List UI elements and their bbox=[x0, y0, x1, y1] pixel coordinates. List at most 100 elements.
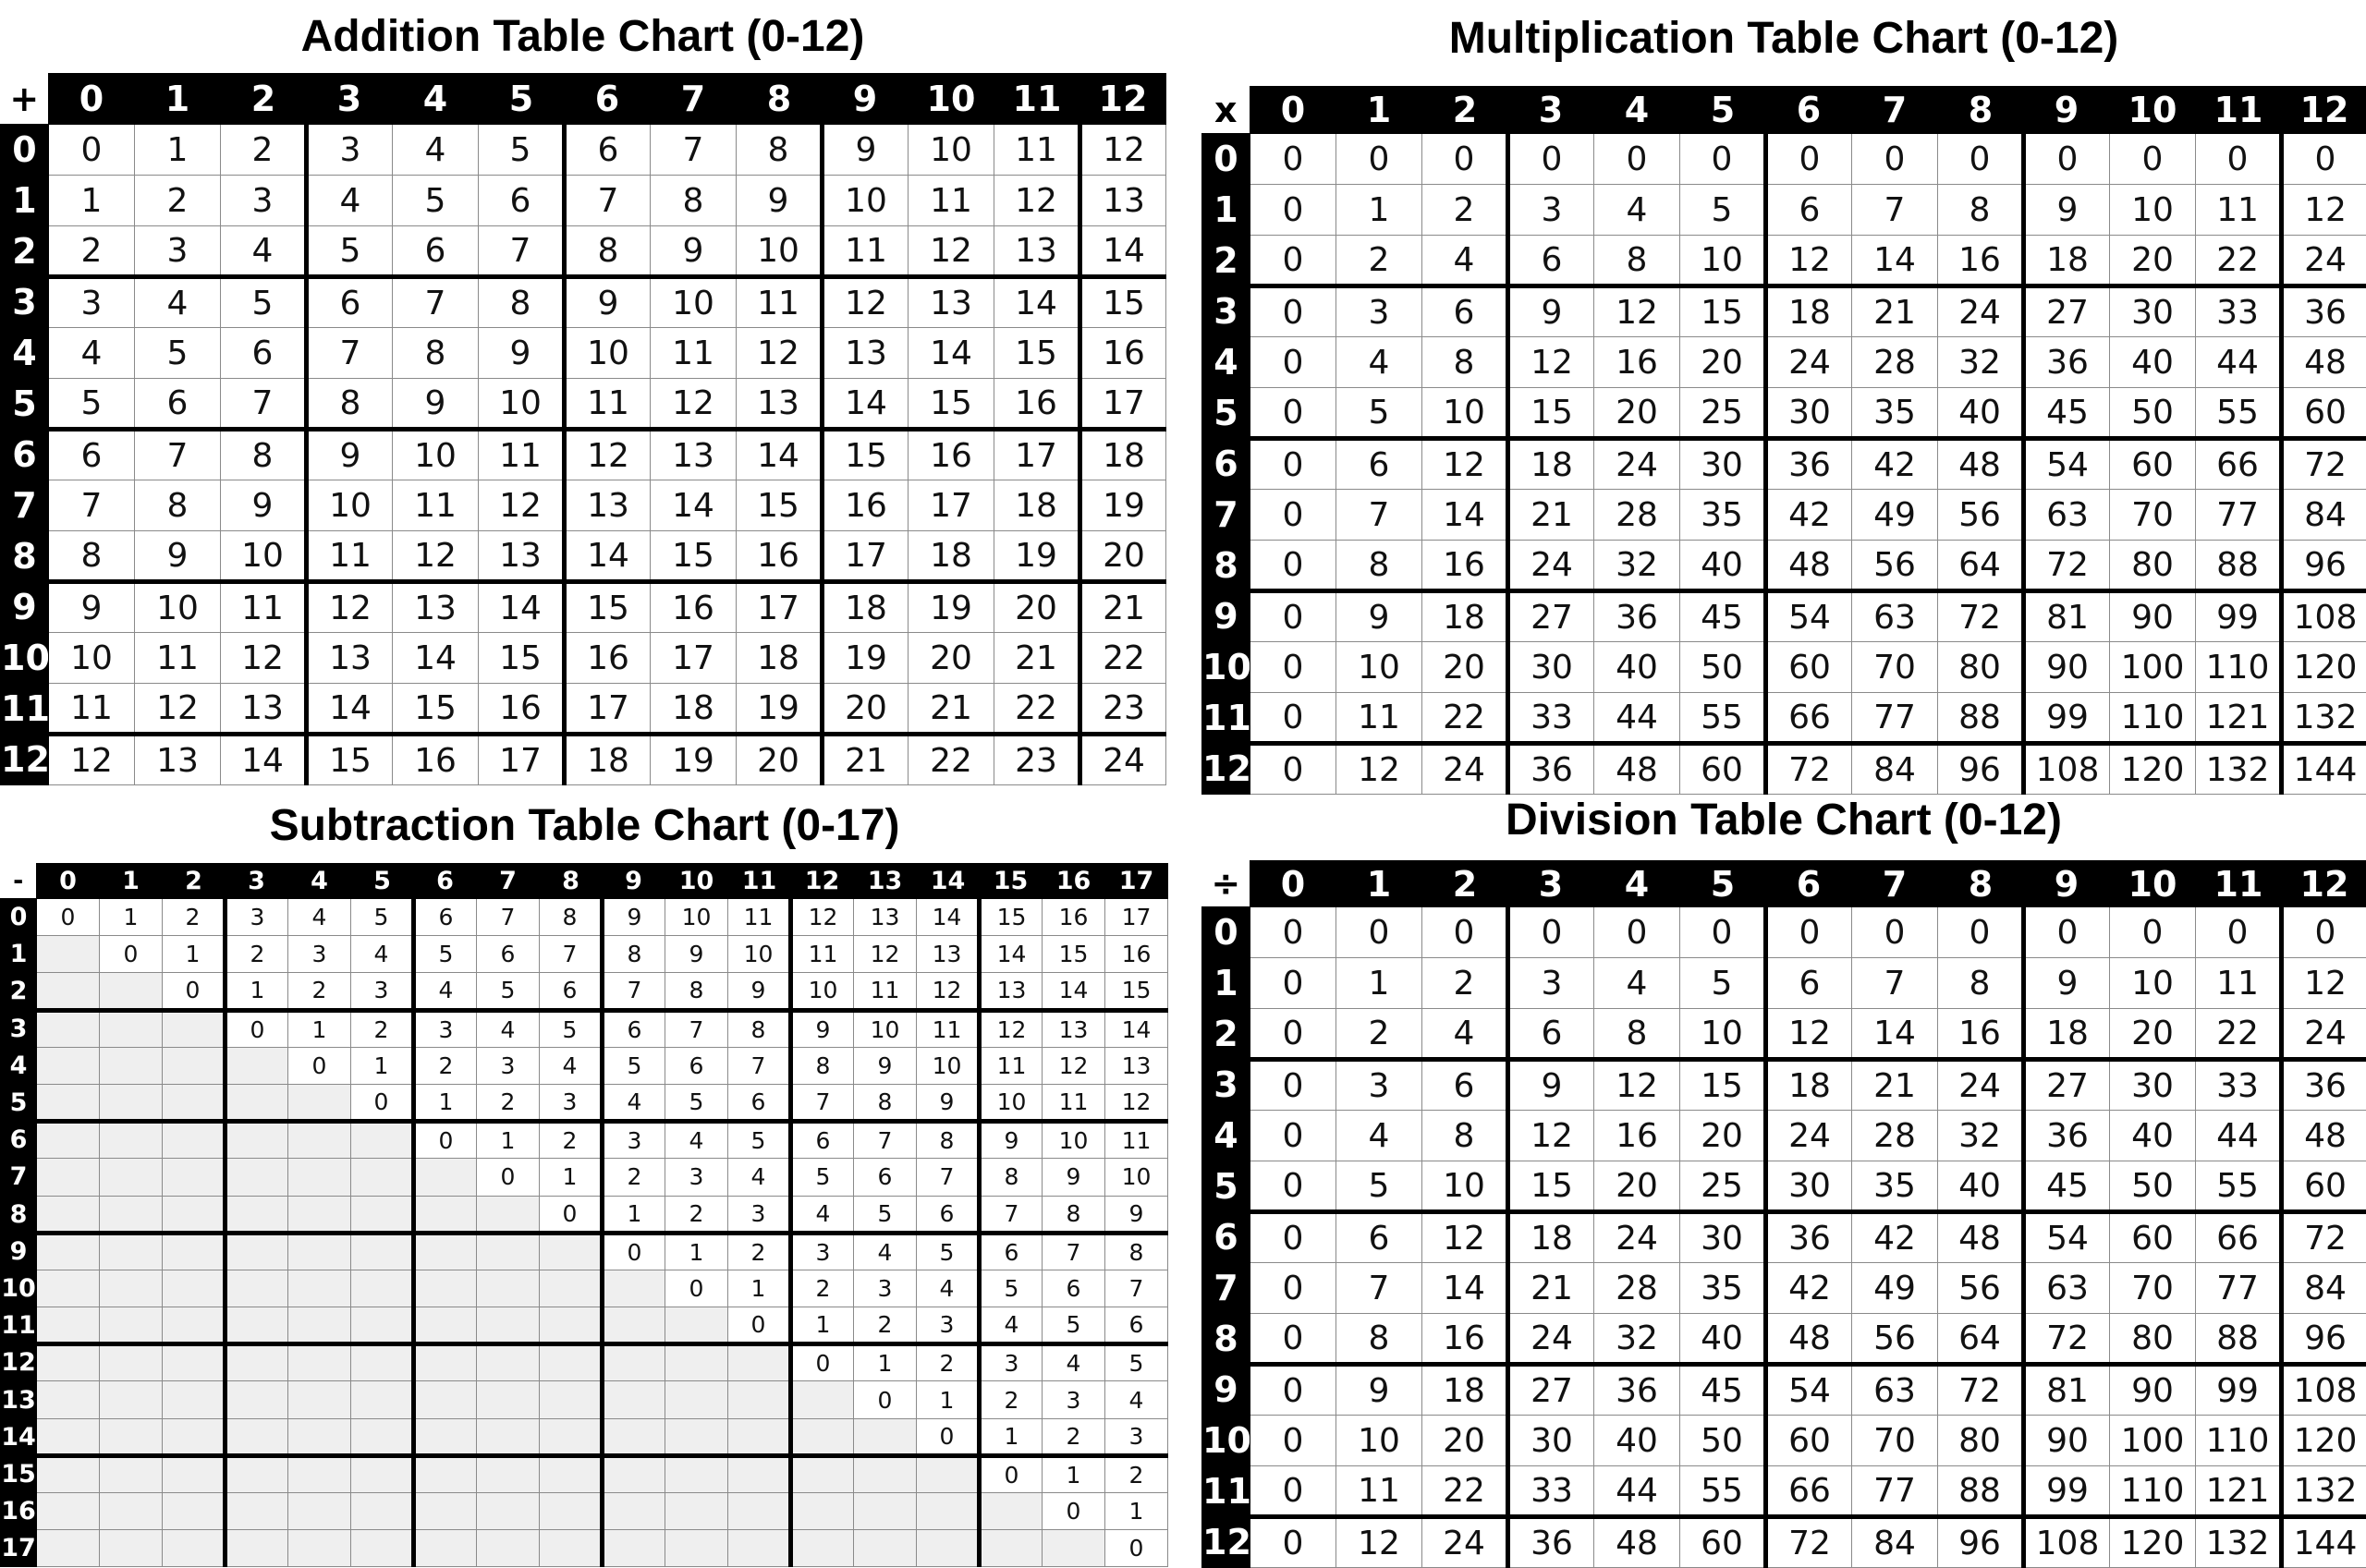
column-header: 1 bbox=[100, 864, 163, 899]
table-cell: 88 bbox=[1938, 693, 2024, 744]
empty-cell bbox=[665, 1344, 728, 1381]
table-cell: 1 bbox=[100, 899, 163, 936]
table-cell: 14 bbox=[737, 430, 823, 480]
column-header: 4 bbox=[1594, 87, 1680, 134]
table-cell: 90 bbox=[2110, 591, 2196, 642]
empty-cell bbox=[603, 1344, 665, 1381]
table-cell: 6 bbox=[980, 1233, 1043, 1270]
table-cell: 1 bbox=[49, 176, 135, 226]
table-cell: 2 bbox=[728, 1233, 791, 1270]
table-cell: 6 bbox=[565, 125, 651, 176]
table-cell: 5 bbox=[665, 1084, 728, 1121]
table-cell: 0 bbox=[1250, 490, 1336, 541]
table-cell: 33 bbox=[2196, 286, 2282, 337]
table-cell: 3 bbox=[1336, 1060, 1422, 1111]
table-cell: 42 bbox=[1852, 439, 1938, 490]
table-cell: 13 bbox=[135, 735, 221, 785]
table-cell: 22 bbox=[1422, 693, 1508, 744]
table-cell: 99 bbox=[2196, 591, 2282, 642]
table-cell: 11 bbox=[565, 379, 651, 430]
table-cell: 2 bbox=[1336, 236, 1422, 286]
table-cell: 17 bbox=[994, 430, 1080, 480]
empty-cell bbox=[414, 1344, 477, 1381]
table-cell: 14 bbox=[1852, 236, 1938, 286]
table-cell: 2 bbox=[791, 1270, 854, 1307]
table-cell: 14 bbox=[393, 633, 479, 684]
table-cell: 4 bbox=[665, 1122, 728, 1159]
table-cell: 14 bbox=[565, 531, 651, 582]
table-cell: 0 bbox=[288, 1047, 351, 1084]
table-cell: 84 bbox=[2282, 1263, 2366, 1314]
row-header: 7 bbox=[1202, 490, 1250, 541]
table-cell: 4 bbox=[1594, 185, 1680, 236]
row-header: 2 bbox=[1, 973, 37, 1010]
table-cell: 2 bbox=[980, 1381, 1043, 1418]
table-cell: 54 bbox=[1766, 591, 1852, 642]
table-cell: 2 bbox=[221, 125, 307, 176]
empty-cell bbox=[100, 1196, 163, 1233]
table-cell: 7 bbox=[221, 379, 307, 430]
empty-cell bbox=[163, 1233, 226, 1270]
table-cell: 8 bbox=[1594, 1009, 1680, 1060]
table-cell: 28 bbox=[1852, 1111, 1938, 1161]
table-cell: 64 bbox=[1938, 1314, 2024, 1365]
table-cell: 13 bbox=[565, 480, 651, 531]
empty-cell bbox=[414, 1307, 477, 1344]
table-cell: 36 bbox=[1766, 1212, 1852, 1263]
table-cell: 30 bbox=[2110, 1060, 2196, 1111]
table-cell: 5 bbox=[135, 328, 221, 379]
column-header: 4 bbox=[288, 864, 351, 899]
table-cell: 2 bbox=[477, 1084, 540, 1121]
table-cell: 13 bbox=[980, 973, 1043, 1010]
empty-cell bbox=[100, 1047, 163, 1084]
table-cell: 6 bbox=[479, 176, 565, 226]
table-cell: 2 bbox=[665, 1196, 728, 1233]
empty-cell bbox=[37, 1307, 100, 1344]
operator-symbol: x bbox=[1202, 87, 1250, 134]
table-cell: 11 bbox=[854, 973, 917, 1010]
empty-cell bbox=[603, 1493, 665, 1530]
table-cell: 2 bbox=[1422, 958, 1508, 1009]
table-cell: 0 bbox=[2196, 907, 2282, 958]
table-cell: 0 bbox=[1250, 1466, 1336, 1517]
table-cell: 0 bbox=[351, 1084, 414, 1121]
table-cell: 3 bbox=[665, 1159, 728, 1196]
table-cell: 1 bbox=[414, 1084, 477, 1121]
table-cell: 15 bbox=[737, 480, 823, 531]
table-cell: 12 bbox=[1336, 744, 1422, 795]
table-cell: 10 bbox=[1422, 388, 1508, 439]
table-cell: 14 bbox=[221, 735, 307, 785]
table-cell: 9 bbox=[2024, 958, 2110, 1009]
table-cell: 1 bbox=[540, 1159, 603, 1196]
table-cell: 63 bbox=[2024, 490, 2110, 541]
table-cell: 20 bbox=[1422, 642, 1508, 693]
table-cell: 66 bbox=[2196, 1212, 2282, 1263]
table-cell: 54 bbox=[2024, 1212, 2110, 1263]
column-header: 5 bbox=[1680, 87, 1766, 134]
table-cell: 19 bbox=[1080, 480, 1166, 531]
table-cell: 16 bbox=[1594, 1111, 1680, 1161]
empty-cell bbox=[100, 1344, 163, 1381]
table-cell: 9 bbox=[565, 277, 651, 328]
column-header: 17 bbox=[1105, 864, 1168, 899]
table-cell: 12 bbox=[651, 379, 737, 430]
row-header: 11 bbox=[1202, 1466, 1250, 1517]
column-header: 7 bbox=[1852, 87, 1938, 134]
table-cell: 11 bbox=[980, 1047, 1043, 1084]
operator-symbol: - bbox=[1, 864, 37, 899]
table-cell: 15 bbox=[1508, 388, 1594, 439]
empty-cell bbox=[163, 1122, 226, 1159]
table-cell: 1 bbox=[1043, 1455, 1105, 1492]
table-cell: 9 bbox=[393, 379, 479, 430]
operator-symbol: ÷ bbox=[1202, 861, 1250, 907]
column-header: 7 bbox=[477, 864, 540, 899]
table-cell: 3 bbox=[477, 1047, 540, 1084]
table-cell: 20 bbox=[1680, 337, 1766, 388]
table-cell: 120 bbox=[2282, 1416, 2366, 1466]
